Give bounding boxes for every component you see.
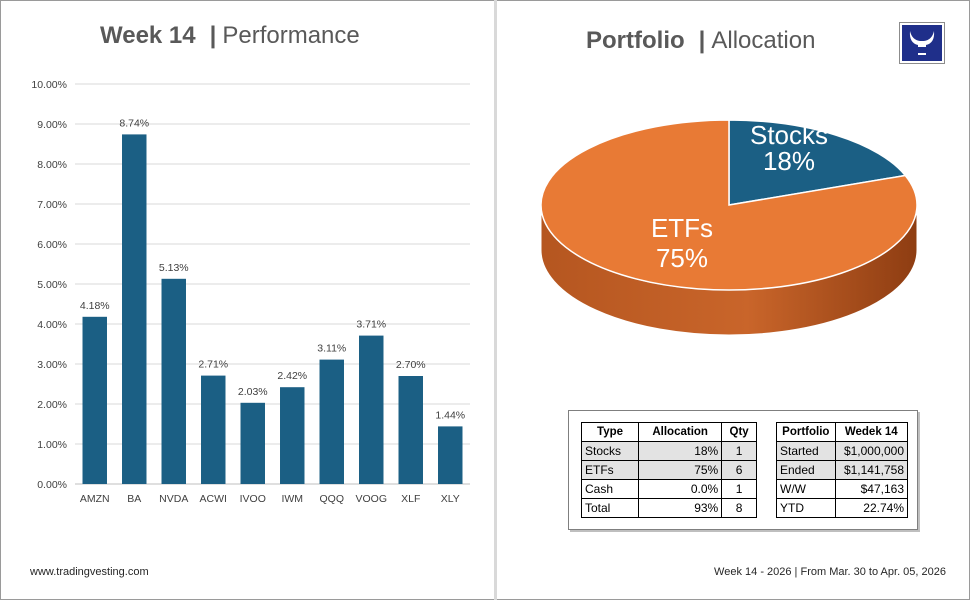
bar — [359, 335, 384, 484]
website-footer: www.tradingvesting.com — [30, 566, 149, 578]
allocation-title-sep: | — [698, 27, 706, 54]
x-tick-label: ACWI — [200, 493, 227, 505]
port-cell: Started — [776, 441, 836, 461]
port-cell: Ended — [776, 460, 836, 480]
alloc-cell: 75% — [638, 460, 723, 480]
pie-slice — [540, 119, 918, 291]
table-row: W/W $47,163 — [776, 479, 909, 499]
performance-title: Week 14 | Performance — [100, 22, 360, 50]
pie-slice — [728, 119, 907, 206]
x-tick-label: BA — [127, 493, 141, 505]
x-tick-label: IVOO — [240, 493, 266, 505]
y-tick-label: 6.00% — [37, 239, 67, 251]
table-row: Ended $1,141,758 — [776, 460, 909, 480]
table-row: Stocks 18% 1 — [580, 441, 757, 461]
data-label: 8.74% — [119, 117, 149, 129]
alloc-cell: Total — [580, 498, 640, 518]
bar — [122, 134, 147, 484]
y-tick-label: 9.00% — [37, 119, 67, 131]
data-label: 1.44% — [435, 409, 465, 421]
performance-title-sep: | — [209, 22, 217, 49]
port-cell: 22.74% — [834, 498, 909, 518]
port-cell: W/W — [776, 479, 836, 499]
x-tick-label: XLF — [401, 493, 420, 505]
allocation-title-bold: Portfolio — [586, 27, 685, 54]
port-header-portfolio: Portfolio — [776, 422, 836, 442]
y-tick-label: 3.00% — [37, 359, 67, 371]
alloc-cell: 18% — [638, 441, 723, 461]
data-label: 2.71% — [198, 359, 228, 371]
alloc-cell: Cash — [580, 479, 640, 499]
alloc-header-allocation: Allocation — [638, 422, 723, 442]
allocation-table: Type Allocation Qty Stocks 18% 1 ETFs 75… — [580, 422, 757, 518]
data-label: 2.42% — [277, 370, 307, 382]
alloc-cell: 93% — [638, 498, 723, 518]
table-row: YTD 22.74% — [776, 498, 909, 518]
data-label: 2.03% — [238, 386, 268, 398]
x-tick-label: AMZN — [80, 493, 110, 505]
pie-label: Stocks — [750, 120, 828, 150]
y-tick-label: 0.00% — [37, 479, 67, 491]
alloc-header-type: Type — [580, 422, 640, 442]
performance-title-rest: Performance — [222, 22, 360, 49]
data-label: 3.11% — [317, 343, 346, 355]
date-range-footer: Week 14 - 2026 | From Mar. 30 to Apr. 05… — [714, 566, 946, 578]
y-tick-label: 1.00% — [37, 439, 67, 451]
pie-label: ETFs — [651, 213, 713, 243]
data-label: 3.71% — [356, 319, 386, 331]
alloc-cell: ETFs — [580, 460, 640, 480]
alloc-cell: 0.0% — [638, 479, 723, 499]
alloc-cell: 8 — [721, 498, 757, 518]
data-label: 4.18% — [80, 300, 110, 312]
x-tick-label: NVDA — [159, 493, 188, 505]
table-row: Cash 0.0% 1 — [580, 479, 757, 499]
table-row: ETFs 75% 6 — [580, 460, 757, 480]
tables-container: Type Allocation Qty Stocks 18% 1 ETFs 75… — [568, 410, 918, 530]
allocation-title-rest: Allocation — [711, 27, 816, 54]
alloc-cell: 6 — [721, 460, 757, 480]
y-tick-label: 10.00% — [31, 79, 67, 91]
alloc-cell: Stocks — [580, 441, 640, 461]
bar — [201, 375, 226, 484]
y-tick-label: 5.00% — [37, 279, 67, 291]
y-tick-label: 7.00% — [37, 199, 67, 211]
bar — [280, 387, 305, 484]
bar — [82, 316, 107, 484]
table-row: Started $1,000,000 — [776, 441, 909, 461]
port-cell: YTD — [776, 498, 836, 518]
x-tick-label: XLY — [441, 493, 460, 505]
alloc-cell: 1 — [721, 441, 757, 461]
performance-bar-chart: 0.00% 1.00% 2.00% 3.00% 4.00% 5.00% 6.00% 7.00%… — [31, 79, 470, 505]
pie-value-label: 18% — [763, 146, 815, 176]
allocation-title: Portfolio | Allocation — [586, 27, 815, 55]
bar — [161, 278, 186, 484]
panel-divider — [494, 0, 497, 600]
y-tick-label: 8.00% — [37, 159, 67, 171]
bar — [240, 402, 265, 484]
performance-title-bold: Week 14 — [100, 22, 196, 49]
port-cell: $1,141,758 — [834, 460, 909, 480]
port-cell: $1,000,000 — [834, 441, 909, 461]
alloc-header-qty: Qty — [721, 422, 757, 442]
bar — [319, 359, 344, 484]
table-row: Total 93% 8 — [580, 498, 757, 518]
x-tick-label: QQQ — [319, 493, 344, 505]
alloc-cell: 1 — [721, 479, 757, 499]
port-header-week: Wedek 14 — [834, 422, 909, 442]
x-tick-label: IWM — [281, 493, 303, 505]
x-tick-label: VOOG — [355, 493, 387, 505]
pie-value-label: 75% — [656, 243, 708, 273]
data-label: 5.13% — [159, 262, 189, 274]
y-tick-label: 2.00% — [37, 399, 67, 411]
data-label: 2.70% — [396, 359, 426, 371]
bar — [398, 376, 423, 484]
y-tick-label: 4.00% — [37, 319, 67, 331]
port-cell: $47,163 — [834, 479, 909, 499]
bar — [438, 426, 463, 484]
bull-logo-icon — [899, 22, 945, 64]
portfolio-table: Portfolio Wedek 14 Started $1,000,000 En… — [776, 422, 909, 518]
